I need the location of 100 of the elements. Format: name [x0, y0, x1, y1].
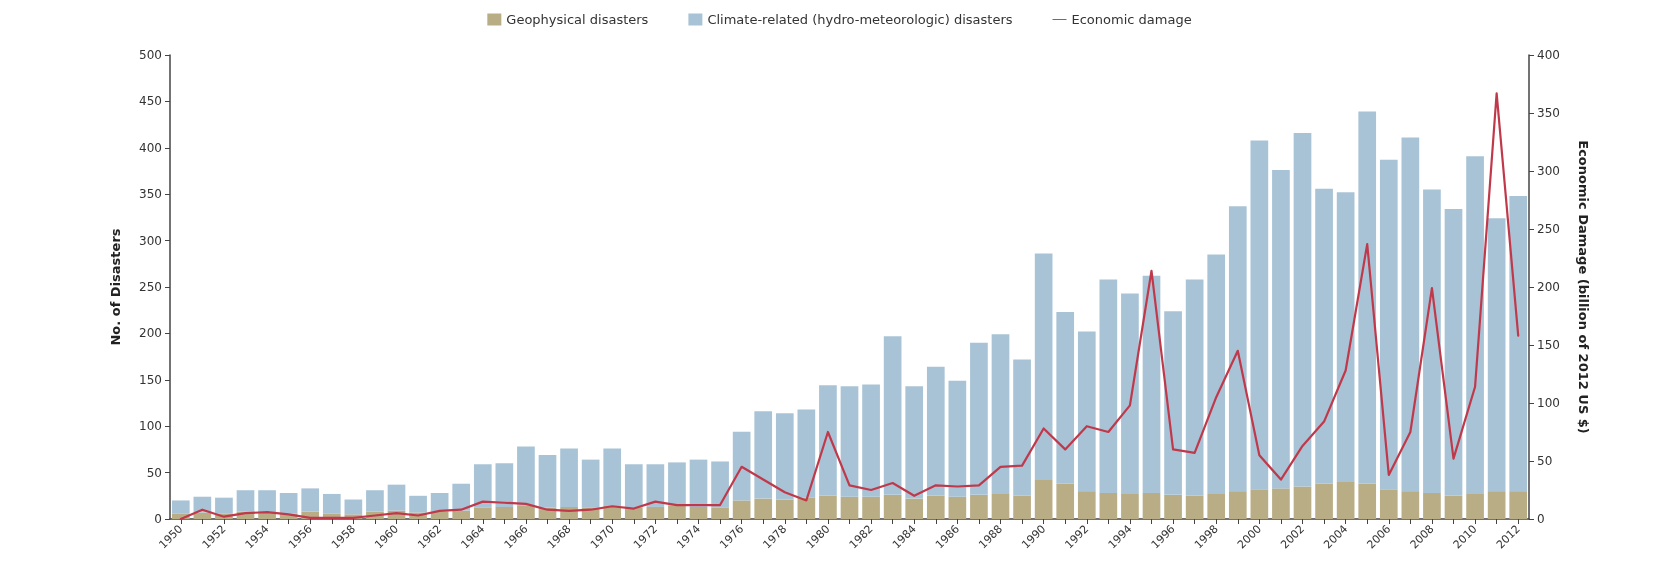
bar — [1228, 491, 1247, 519]
bar — [948, 496, 967, 519]
y2-tick-label: 150 — [1537, 338, 1560, 352]
bar — [905, 498, 924, 519]
y-tick-label: 500 — [139, 48, 162, 62]
y-tick-label: 350 — [139, 187, 162, 202]
bar — [1164, 494, 1182, 519]
bar — [970, 494, 988, 519]
bar — [754, 411, 773, 499]
bar — [754, 498, 773, 519]
bar — [1207, 254, 1226, 494]
bar — [883, 494, 902, 519]
bar — [1228, 206, 1247, 492]
bar — [1444, 495, 1463, 519]
bar — [1509, 491, 1528, 519]
bar — [1077, 491, 1096, 519]
bar — [711, 461, 729, 508]
y-tick-label: 450 — [139, 94, 162, 109]
bar — [603, 448, 622, 507]
bar — [819, 385, 837, 496]
bar — [689, 459, 708, 507]
bar — [1336, 481, 1355, 519]
bar — [1013, 495, 1031, 519]
legend-label: Economic damage — [1071, 12, 1192, 27]
bar — [1272, 170, 1290, 489]
y-tick-label: 0 — [154, 512, 162, 526]
bar — [1034, 480, 1053, 519]
bar — [1423, 189, 1441, 494]
y2-tick-label: 50 — [1537, 454, 1553, 468]
y-tick-label: 50 — [146, 465, 162, 480]
bar — [1056, 483, 1075, 519]
bar — [1466, 493, 1484, 519]
bar — [1013, 359, 1031, 496]
bar — [1315, 188, 1333, 484]
bar — [517, 506, 535, 519]
y2-tick-label: 100 — [1537, 396, 1560, 410]
bar — [1077, 331, 1096, 492]
y2-tick-label: 250 — [1537, 222, 1560, 236]
bar — [668, 462, 686, 507]
bar — [926, 495, 945, 519]
bar — [840, 386, 859, 497]
y-tick-label: 100 — [139, 419, 162, 434]
bar — [1099, 279, 1118, 494]
bar — [883, 336, 902, 495]
bar — [581, 459, 600, 508]
bar — [452, 483, 471, 511]
bar — [560, 448, 578, 507]
bar — [236, 490, 255, 512]
bar — [1336, 192, 1355, 482]
bar — [1379, 159, 1398, 490]
bar — [1293, 132, 1312, 487]
bar — [322, 493, 341, 514]
bar — [1315, 483, 1333, 519]
y2-tick-label: 0 — [1537, 512, 1545, 526]
bar — [905, 386, 924, 499]
bar — [1250, 140, 1269, 490]
y2-tick-label: 300 — [1537, 164, 1560, 178]
bar — [732, 500, 751, 519]
legend-label: Climate-related (hydro-meteorologic) disasters — [707, 12, 1013, 27]
bar — [1185, 279, 1204, 496]
y-axis-title: No. of Disasters — [108, 228, 123, 346]
bar — [538, 454, 557, 508]
bar — [1358, 111, 1377, 484]
bar — [1401, 137, 1420, 492]
bar — [1034, 253, 1053, 481]
bar — [1250, 489, 1269, 519]
bar — [646, 506, 665, 519]
bar — [473, 507, 492, 519]
y2-axis-title: Economic Damage (billion of 2012 US $) — [1576, 140, 1591, 434]
bar — [668, 506, 686, 519]
bar — [387, 484, 406, 511]
bar — [1272, 488, 1290, 519]
bar — [1466, 156, 1484, 494]
bar — [840, 496, 859, 519]
bar — [970, 342, 988, 495]
bar — [366, 490, 384, 512]
bar — [1509, 196, 1528, 492]
bar — [495, 463, 514, 507]
bar — [624, 464, 643, 508]
bar — [473, 464, 492, 508]
bar — [1164, 311, 1182, 495]
bar — [1379, 489, 1398, 519]
bar — [711, 507, 729, 519]
bar — [1142, 493, 1161, 519]
line-series — [179, 92, 1520, 521]
y-tick-label: 250 — [139, 280, 162, 294]
bar — [1444, 209, 1463, 496]
bar — [1293, 486, 1312, 519]
y2-tick-label: 200 — [1537, 280, 1560, 294]
bar — [409, 495, 427, 513]
bar — [862, 496, 880, 519]
bar — [452, 510, 471, 519]
y2-tick-label: 400 — [1537, 48, 1560, 62]
bar — [215, 497, 233, 514]
bar — [517, 446, 535, 507]
bar — [991, 493, 1010, 519]
bar — [258, 490, 276, 513]
bar — [1358, 483, 1377, 519]
bar — [344, 499, 363, 515]
bar — [495, 506, 514, 519]
